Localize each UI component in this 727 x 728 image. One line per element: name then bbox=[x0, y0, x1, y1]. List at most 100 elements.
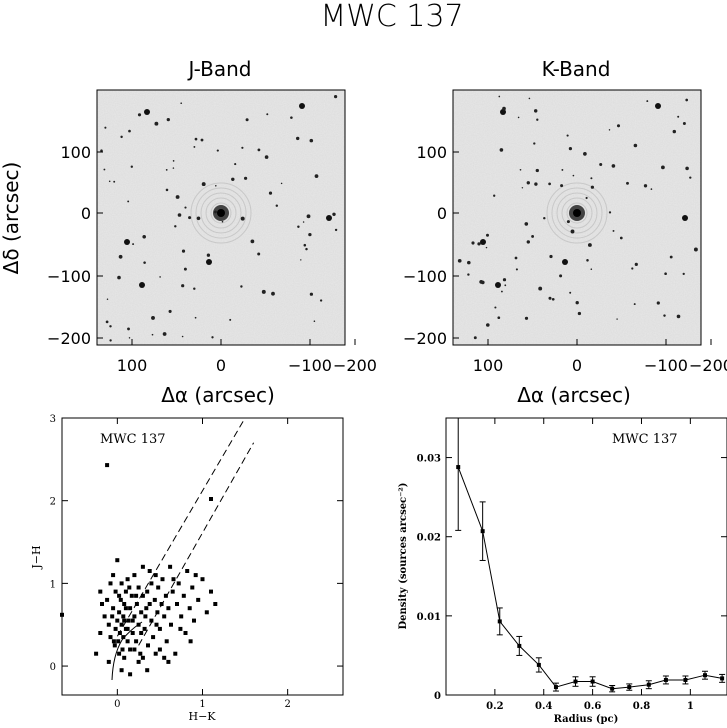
star bbox=[497, 316, 501, 320]
star bbox=[587, 243, 592, 247]
ccd-point bbox=[188, 639, 193, 644]
ccd-point bbox=[98, 631, 103, 635]
ccd-point bbox=[121, 614, 126, 619]
star bbox=[151, 333, 154, 336]
star bbox=[533, 142, 536, 145]
star bbox=[538, 286, 543, 291]
star bbox=[177, 213, 182, 217]
star bbox=[535, 168, 539, 173]
star bbox=[261, 289, 266, 294]
star bbox=[473, 336, 477, 340]
star bbox=[240, 216, 245, 221]
nebula-halo bbox=[551, 187, 603, 239]
ccd-point bbox=[204, 610, 209, 615]
star bbox=[268, 191, 273, 195]
ccd-point bbox=[105, 463, 110, 468]
star bbox=[250, 239, 255, 244]
image-y-tick-label: −100 bbox=[403, 267, 447, 286]
star bbox=[200, 138, 204, 142]
star bbox=[166, 117, 170, 122]
ccd-points bbox=[60, 463, 218, 677]
ccd-point bbox=[113, 626, 118, 631]
ccd-point bbox=[151, 635, 156, 640]
star bbox=[524, 222, 529, 226]
kband-stars bbox=[457, 95, 698, 340]
star bbox=[521, 187, 524, 189]
ccd-y-tick-label: 2 bbox=[50, 497, 56, 508]
star bbox=[302, 221, 305, 223]
star bbox=[590, 268, 593, 270]
star bbox=[486, 323, 490, 327]
ccd-point bbox=[196, 597, 201, 602]
ccd-point bbox=[94, 651, 99, 656]
ccd-point bbox=[118, 597, 123, 602]
ccd-point bbox=[60, 612, 64, 617]
star bbox=[214, 210, 217, 214]
image-x-tick-label: −200 bbox=[689, 356, 727, 375]
star bbox=[599, 162, 603, 167]
ccd-point bbox=[171, 577, 176, 582]
star bbox=[309, 138, 314, 143]
star bbox=[109, 325, 112, 328]
star bbox=[585, 196, 588, 200]
ccd-point bbox=[187, 606, 192, 611]
ccd-point bbox=[144, 606, 149, 611]
star bbox=[575, 301, 579, 305]
ccd-point bbox=[130, 618, 135, 623]
star bbox=[590, 177, 593, 180]
rdp-point bbox=[553, 685, 558, 690]
ccd-point bbox=[209, 589, 213, 594]
star bbox=[608, 129, 611, 131]
rdp-x-tick-label: 0.2 bbox=[486, 701, 503, 712]
star bbox=[206, 253, 211, 257]
star bbox=[515, 268, 518, 271]
star bbox=[572, 174, 575, 177]
ccd-point bbox=[110, 614, 115, 619]
ccd-point bbox=[105, 597, 110, 602]
image-y-tick-label: 100 bbox=[60, 143, 91, 162]
star bbox=[300, 259, 302, 261]
star bbox=[127, 327, 130, 331]
image-y-tick-label: −200 bbox=[47, 329, 91, 348]
ccd-y-tick-label: 1 bbox=[50, 579, 56, 590]
star bbox=[519, 168, 522, 171]
ccd-point bbox=[143, 614, 148, 619]
star bbox=[682, 215, 688, 221]
star bbox=[165, 168, 168, 171]
ccd-point bbox=[116, 639, 121, 644]
ccd-point bbox=[125, 639, 130, 644]
ccd-point bbox=[102, 614, 107, 619]
star bbox=[672, 129, 677, 134]
star bbox=[677, 115, 680, 118]
ccd-point bbox=[112, 643, 117, 648]
star bbox=[314, 174, 319, 178]
star bbox=[334, 228, 338, 232]
star bbox=[103, 168, 106, 171]
star bbox=[534, 182, 538, 186]
star bbox=[504, 284, 507, 287]
ccd-xlabel: H−K bbox=[188, 710, 216, 723]
star bbox=[650, 188, 653, 190]
star bbox=[172, 160, 175, 162]
star bbox=[661, 165, 665, 170]
ccd-point bbox=[119, 668, 124, 673]
ccd-point bbox=[122, 618, 127, 623]
ccd-point bbox=[179, 614, 184, 619]
star bbox=[685, 166, 689, 171]
ccd-point bbox=[155, 610, 160, 615]
star bbox=[308, 232, 312, 237]
star bbox=[100, 149, 103, 152]
star bbox=[631, 267, 634, 270]
star bbox=[502, 278, 507, 282]
star bbox=[498, 95, 501, 98]
star bbox=[480, 239, 486, 245]
star bbox=[693, 247, 698, 252]
ccd-point bbox=[142, 626, 147, 631]
star bbox=[118, 254, 123, 259]
ccd-point bbox=[136, 659, 141, 664]
jband-title: J-Band bbox=[186, 57, 251, 81]
ccd-point bbox=[147, 569, 152, 573]
star bbox=[689, 176, 692, 179]
figure-title: MWC 137 bbox=[320, 0, 463, 34]
nebula-halo bbox=[561, 197, 593, 229]
